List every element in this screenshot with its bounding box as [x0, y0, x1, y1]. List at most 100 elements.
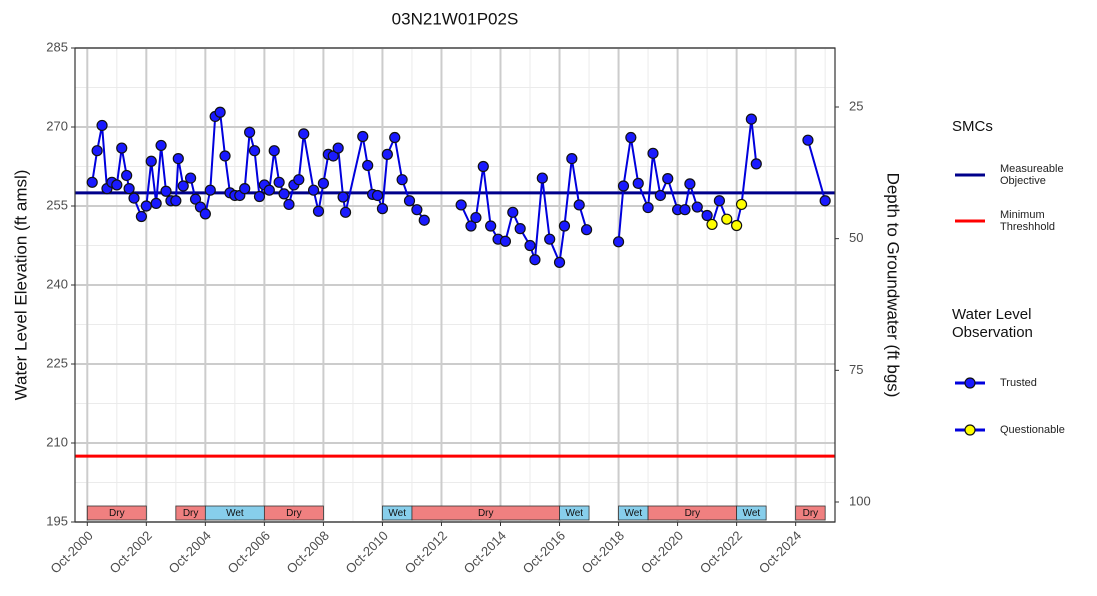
data-point	[470, 211, 482, 224]
y-tick-label: 255	[46, 197, 68, 212]
data-point	[121, 169, 133, 182]
data-point	[684, 178, 696, 190]
data-point	[735, 198, 748, 211]
data-point	[617, 180, 630, 192]
y-tick-label: 285	[46, 39, 68, 54]
x-tick-label: Oct-2000	[47, 528, 95, 576]
chart-title: 03N21W01P02S	[392, 9, 519, 28]
plot-border	[74, 47, 836, 523]
y-tick-label: 225	[46, 355, 68, 370]
data-point	[337, 191, 349, 203]
season-label: Dry	[685, 508, 701, 519]
y-tick-label: 240	[46, 276, 68, 291]
data-point	[91, 145, 103, 157]
legend-title: SMCs	[952, 118, 993, 135]
data-point	[116, 142, 128, 154]
legend-marker	[964, 377, 976, 389]
season-label: Dry	[286, 508, 302, 519]
season-label: Dry	[478, 508, 494, 519]
data-point	[140, 200, 152, 212]
data-point	[403, 195, 416, 207]
data-point	[160, 185, 172, 197]
season-band	[736, 505, 767, 521]
data-point	[263, 184, 275, 196]
data-point	[253, 190, 266, 203]
data-point	[580, 224, 593, 236]
data-point	[362, 159, 374, 172]
x-tick-label: Oct-2006	[225, 528, 273, 576]
y-axis-label: Water Level Elevation (ft amsl)	[11, 170, 30, 401]
legend-label: Trusted	[1000, 377, 1037, 389]
x-tick-label: Oct-2008	[284, 528, 332, 576]
data-point	[123, 183, 135, 195]
data-point	[293, 174, 305, 186]
season-band	[559, 505, 590, 521]
data-point	[86, 176, 98, 188]
data-point	[199, 208, 211, 220]
x-tick-label: Oct-2018	[579, 528, 627, 576]
data-point	[170, 195, 182, 207]
data-point	[273, 176, 285, 188]
data-point	[239, 183, 251, 195]
y-tick-label: 270	[46, 118, 68, 133]
data-point	[625, 131, 637, 144]
data-point	[332, 142, 344, 154]
x-tick-label: Oct-2002	[106, 528, 154, 576]
data-point	[339, 206, 352, 218]
data-point	[662, 173, 674, 185]
season-label: Wet	[743, 508, 761, 519]
data-point	[111, 179, 123, 191]
data-point	[558, 220, 571, 232]
data-point	[544, 233, 556, 245]
data-point	[177, 180, 189, 192]
data-point	[701, 209, 713, 222]
data-point	[713, 195, 726, 207]
data-point	[553, 256, 566, 268]
data-point	[145, 155, 157, 167]
season-band	[86, 505, 147, 521]
data-point	[381, 148, 393, 160]
data-point	[566, 153, 578, 165]
data-point	[642, 201, 654, 214]
data-point	[135, 210, 148, 223]
data-point	[679, 204, 691, 216]
season-band	[263, 505, 324, 521]
data-point	[244, 126, 256, 138]
data-point	[128, 192, 140, 204]
data-point	[248, 145, 261, 157]
data-point	[819, 195, 831, 207]
data-point	[389, 131, 401, 144]
season-label: Wet	[565, 508, 583, 519]
data-point	[214, 106, 226, 118]
data-point	[418, 214, 430, 226]
data-point	[654, 189, 666, 202]
data-point	[411, 204, 423, 216]
x-tick-label: Oct-2016	[520, 528, 568, 576]
y2-axis-label: Depth to Groundwater (ft bgs)	[884, 173, 903, 398]
x-tick-label: Oct-2010	[343, 528, 391, 576]
data-point	[524, 239, 536, 252]
data-point	[278, 188, 290, 200]
y2-tick-label: 50	[849, 230, 863, 245]
season-label: Wet	[625, 508, 643, 519]
data-point	[189, 193, 202, 205]
data-point	[477, 160, 489, 173]
data-point	[706, 218, 718, 231]
season-label: Wet	[388, 508, 406, 519]
x-tick-label: Oct-2012	[402, 528, 450, 576]
data-point	[465, 220, 477, 232]
data-point	[396, 174, 408, 186]
data-point	[327, 150, 339, 162]
x-tick-label: Oct-2024	[756, 528, 804, 576]
y2-tick-label: 100	[849, 493, 871, 508]
data-point	[150, 197, 162, 209]
data-point	[357, 130, 369, 143]
y-tick-label: 210	[46, 434, 68, 449]
data-point	[204, 184, 216, 196]
data-point	[298, 128, 310, 140]
y2-tick-label: 75	[849, 362, 863, 377]
legend-label: Measureable Objective	[1000, 163, 1064, 187]
data-point	[536, 172, 548, 184]
data-point	[612, 236, 625, 248]
